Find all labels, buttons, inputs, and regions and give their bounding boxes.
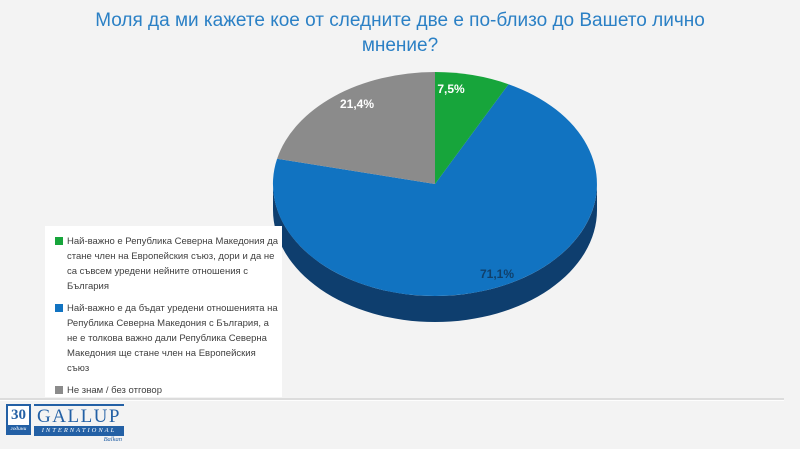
logo-wordmark: GALLUP INTERNATIONAL Balkan [34,404,124,444]
footer-divider [0,398,784,400]
logo-region-text: Balkan [103,436,122,443]
pie-slice-gray [277,71,435,184]
logo-years-caption: години [8,425,29,433]
legend-item-label: Не знам / без отговор [67,385,162,396]
blue-swatch-icon [55,304,63,312]
logo-international-text: INTERNATIONAL [34,426,124,436]
logo-years-number: 30 [11,407,26,423]
pie-slice-blue [272,84,597,296]
legend-item-dont-know: Не знам / без отговор [55,383,279,398]
chart-legend: Най-важно е Република Северна Македония … [55,234,279,405]
logo-30-years-badge: 30 години [6,404,31,435]
legend-item-label: Най-важно е Република Северна Македония … [67,236,279,292]
pie-label-green: 7,5% [437,82,465,96]
pie-side-wall [273,184,597,322]
pie-chart: 7,5% 21,4% 71,1% [272,71,597,322]
pie-slice-green [435,72,509,184]
chart-title: Моля да ми кажете кое от следните две е … [95,10,705,57]
legend-panel [45,226,282,397]
legend-item-relations-bulgaria: Най-важно е да бъдат уредени отношенията… [55,301,279,376]
logo-top-rule [34,404,124,406]
legend-item-eu-membership: Най-важно е Република Северна Македония … [55,234,279,294]
gallup-international-logo: 30 години GALLUP INTERNATIONAL Balkan [6,404,124,444]
pie-label-blue: 71,1% [480,267,514,281]
legend-item-label: Най-важно е да бъдат уредени отношенията… [67,303,278,374]
logo-gallup-text: GALLUP [37,406,121,427]
gray-swatch-icon [55,386,63,394]
pie-label-gray: 21,4% [340,97,374,111]
green-swatch-icon [55,237,63,245]
